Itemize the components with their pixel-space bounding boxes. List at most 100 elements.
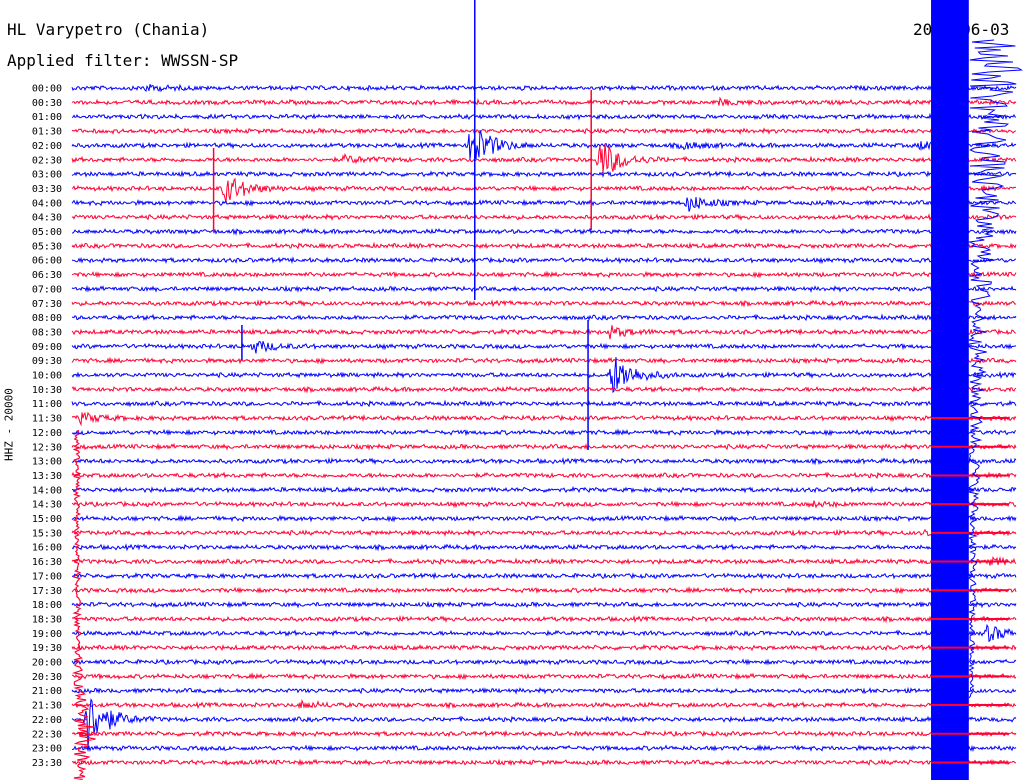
trace-row (71, 485, 1017, 494)
row-label: 18:00 (32, 600, 62, 611)
trace-row (71, 698, 1017, 710)
trace-row (71, 241, 1017, 250)
trace-row (71, 457, 1017, 466)
trace-row (71, 571, 1017, 580)
trace-row (71, 385, 1017, 394)
trace-row (72, 227, 1017, 236)
trace-row (71, 256, 1017, 265)
row-label: 09:00 (32, 342, 62, 353)
row-label: 02:30 (32, 155, 62, 166)
row-label: 23:30 (32, 758, 62, 769)
trace-row (71, 356, 1017, 394)
trace-row (71, 623, 1017, 643)
row-label: 14:30 (32, 500, 62, 511)
trace-row (71, 270, 1017, 279)
trace-row (71, 177, 1017, 204)
row-label: 07:00 (32, 284, 62, 295)
row-label: 08:00 (32, 313, 62, 324)
row-label: 05:30 (32, 241, 62, 252)
trace-row (71, 196, 1017, 212)
row-label: 20:30 (32, 672, 62, 683)
trace-row (71, 672, 1017, 681)
row-label: 15:30 (32, 528, 62, 539)
trace-row (71, 143, 1017, 174)
trace-row (71, 528, 1017, 537)
trace-row (71, 643, 1017, 652)
row-label: 23:00 (32, 744, 62, 755)
trace-row (71, 341, 1017, 354)
row-label: 13:30 (32, 471, 62, 482)
row-label: 22:30 (32, 729, 62, 740)
trace-row (71, 758, 1016, 767)
row-label: 17:00 (32, 571, 62, 582)
trace-row (71, 586, 1017, 595)
row-label: 13:00 (32, 457, 62, 468)
row-label: 04:00 (32, 198, 62, 209)
row-label: 18:30 (32, 614, 62, 625)
trace-row (71, 500, 1017, 509)
station-title: HL Varypetro (Chania) (7, 20, 210, 39)
row-label: 10:00 (32, 371, 62, 382)
trace-row (71, 399, 1017, 408)
trace-row (71, 213, 1017, 222)
row-label: 20:00 (32, 658, 62, 669)
trace-row (71, 686, 1017, 695)
trace-row (71, 442, 1017, 451)
trace-row (71, 729, 1017, 738)
trace-row (71, 299, 1017, 308)
filter-label: Applied filter: WWSSN-SP (7, 51, 239, 70)
row-label: 16:30 (32, 557, 62, 568)
trace-row (71, 428, 1017, 437)
trace-row (71, 127, 1017, 136)
row-label: 05:00 (32, 227, 62, 238)
trace-row (71, 743, 1017, 753)
lower-left-burst (71, 429, 96, 780)
row-label: 01:00 (32, 112, 62, 123)
row-label: 11:30 (32, 414, 62, 425)
trace-row (71, 112, 1017, 121)
saturated-band (931, 0, 969, 780)
trace-row (71, 555, 1017, 566)
row-label: 07:30 (32, 299, 62, 310)
trace-row (71, 514, 1017, 523)
row-label: 06:00 (32, 256, 62, 267)
row-label: 17:30 (32, 586, 62, 597)
row-label: 01:30 (32, 127, 62, 138)
row-label: 09:30 (32, 356, 62, 367)
trace-row (71, 313, 1017, 322)
trace-row (71, 600, 1017, 609)
row-label: 06:30 (32, 270, 62, 281)
trace-row (71, 698, 1017, 750)
row-label: 21:00 (32, 686, 62, 697)
trace-row (71, 284, 1017, 293)
trace-row (71, 83, 1017, 93)
row-label: 22:00 (32, 715, 62, 726)
row-label: 15:00 (32, 514, 62, 525)
row-label: 00:30 (32, 98, 62, 109)
row-label: 10:30 (32, 385, 62, 396)
coda-trace (967, 39, 1024, 699)
row-label: 19:00 (32, 629, 62, 640)
trace-row (71, 170, 1017, 179)
trace-row (71, 658, 1017, 666)
trace-row (71, 96, 1017, 107)
trace-row (71, 325, 1017, 340)
row-label: 03:30 (32, 184, 62, 195)
trace-row (71, 471, 1017, 480)
trace-row (71, 356, 1017, 365)
row-label: 08:30 (32, 327, 62, 338)
row-label: 11:00 (32, 399, 62, 410)
trace-row (71, 543, 1017, 552)
row-label: 00:00 (32, 84, 62, 95)
row-label: 16:00 (32, 543, 62, 554)
row-label: 12:30 (32, 442, 62, 453)
row-label: 21:30 (32, 701, 62, 712)
row-label: 14:00 (32, 485, 62, 496)
row-label: 04:30 (32, 213, 62, 224)
row-label: 02:00 (32, 141, 62, 152)
row-label: 03:00 (32, 170, 62, 181)
trace-row (71, 130, 1017, 161)
row-label: 12:00 (32, 428, 62, 439)
trace-row (71, 411, 1017, 427)
